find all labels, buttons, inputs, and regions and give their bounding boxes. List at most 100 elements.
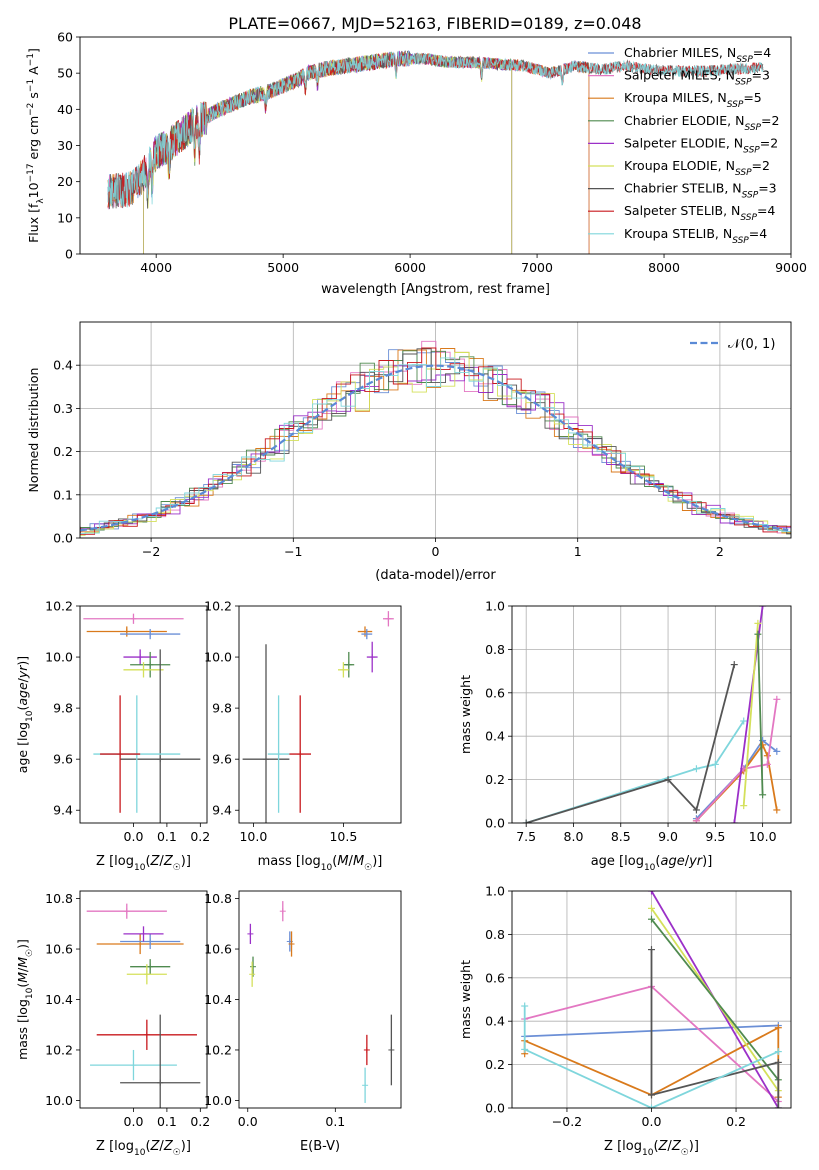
point-salpeter-elodie: [123, 926, 164, 942]
y-tick-label: 0.2: [485, 1057, 505, 1072]
x-axis-label: Z [log10(Z/Z☉)]: [96, 1139, 191, 1158]
spectrum-legend: Chabrier MILES, NSSP=4 Salpeter MILES, NS…: [588, 45, 779, 246]
spectrum-line-chabrier-miles: [107, 50, 590, 254]
y-tick-label: 0.6: [485, 685, 505, 700]
series-chabrier-stelib: [522, 661, 738, 823]
point-kroupa-miles: [357, 626, 373, 637]
y-tick-label: 0.8: [485, 642, 505, 657]
y-tick-label: 10.6: [204, 942, 232, 957]
point-salpeter-miles: [86, 903, 167, 919]
spectrum-line-kroupa-stelib: [107, 50, 764, 208]
series-line: [523, 1006, 779, 1108]
plot-area: [522, 606, 781, 823]
age-vs-mass-panel: 10.0 10.5 9.4 9.6 9.8 10.0 10.2 mass [log10(M/M…: [204, 599, 402, 873]
point-kroupa-miles: [86, 626, 167, 637]
y-tick-label: 1.0: [485, 599, 505, 614]
point-salpeter-elodie: [123, 649, 157, 665]
x-axis-label: wavelength [Angstrom, rest frame]: [321, 282, 550, 297]
y-tick-label: 0.4: [485, 729, 505, 744]
y-tick-label: 10.0: [45, 650, 73, 665]
legend-label: Kroupa STELIB, NSSP=4: [624, 226, 767, 246]
legend-label: Chabrier MILES, NSSP=4: [624, 45, 771, 65]
x-axis-label: age [log10(age/yr)]: [591, 854, 713, 873]
x-tick-label: 0.2: [190, 829, 210, 844]
x-tick-label: 0.2: [190, 1114, 210, 1129]
point-chabrier-miles: [120, 628, 181, 640]
y-tick-label: 0.2: [53, 444, 73, 459]
series-line: [742, 623, 759, 806]
y-tick-label: 10.0: [204, 1093, 232, 1108]
x-tick-label: 9.0: [658, 829, 678, 844]
point-chabrier-miles: [361, 628, 373, 640]
spectrum-line-salpeter-miles: [107, 50, 590, 254]
weight-vs-age-panel: 7.5 8.0 8.5 9.0 9.5 10.0 0.0 0.2 0.4 0.6 0.8 1.0 age…: [458, 599, 792, 873]
legend-label: Kroupa ELODIE, NSSP=2: [624, 158, 770, 178]
x-tick-label: 9000: [775, 260, 807, 275]
x-tick-label: 6000: [394, 260, 426, 275]
point-salpeter-miles: [279, 901, 286, 922]
x-tick-label: 0.0: [642, 1114, 662, 1129]
series-line: [695, 699, 778, 822]
mass-vs-metallicity-panel: 0.0 0.1 0.2 10.0 10.2 10.4 10.6 10.8 Z [log10(Z/…: [15, 890, 210, 1158]
x-tick-label: −1: [284, 544, 302, 559]
x-tick-label: −0.2: [552, 1114, 582, 1129]
series-line: [650, 949, 780, 1108]
y-tick-label: 1.0: [485, 884, 505, 899]
point-kroupa-elodie: [249, 961, 256, 987]
x-tick-label: 2: [716, 544, 724, 559]
y-tick-label: 60: [57, 30, 73, 45]
plot-area: [80, 340, 791, 536]
y-tick-label: 10.2: [204, 1042, 232, 1057]
point-kroupa-elodie: [338, 662, 349, 678]
x-tick-label: 10.0: [239, 829, 267, 844]
point-chabrier-miles: [120, 933, 181, 950]
plot-area: [107, 49, 764, 254]
axes-frame: [79, 321, 792, 539]
axes-frame: [511, 890, 792, 1109]
x-axis-label: (data-model)/error: [375, 568, 496, 583]
x-tick-label: 0.1: [157, 829, 177, 844]
weight-vs-metallicity-panel: −0.2 0.0 0.2 0.0 0.2 0.4 0.6 0.8 1.0 Z [log10(Z/Z…: [458, 884, 792, 1158]
x-tick-label: 0.0: [124, 829, 144, 844]
y-tick-label: 10.2: [45, 599, 73, 614]
axes-frame: [79, 890, 208, 1109]
plot-area: [83, 613, 201, 823]
y-tick-label: 10: [57, 210, 73, 225]
point-kroupa-stelib: [90, 1049, 177, 1081]
y-axis-label: mass [log10(M/M☉)]: [15, 939, 35, 1060]
x-axis-label: mass [log10(M/M☉)]: [258, 854, 383, 873]
y-tick-label: 10.4: [204, 992, 232, 1007]
age-vs-metallicity-panel: 0.0 0.1 0.2 9.4 9.6 9.8 10.0 10.2 Z [log10(Z/Z☉)…: [15, 599, 210, 874]
plot-area: [86, 903, 201, 1108]
residuals-panel: −2 −1 0 1 2 0.0 0.1 0.2 0.3 0.4 𝒩(0, 1) (data-model…: [26, 321, 792, 583]
legend-label: Salpeter MILES, NSSP=3: [624, 68, 770, 88]
y-tick-label: 10.8: [204, 891, 232, 906]
point-salpeter-stelib: [100, 695, 141, 813]
axes-frame: [511, 605, 792, 824]
x-tick-label: 7000: [521, 260, 553, 275]
y-tick-label: 10.2: [45, 1042, 73, 1057]
y-tick-label: 0.2: [485, 772, 505, 787]
point-kroupa-miles: [96, 933, 184, 955]
axes-frame: [79, 36, 792, 255]
x-tick-label: 10.0: [749, 829, 777, 844]
y-tick-label: 0.0: [485, 1101, 505, 1116]
point-chabrier-stelib: [120, 649, 201, 823]
y-tick-label: 0.3: [53, 401, 73, 416]
y-tick-label: 10.6: [45, 942, 73, 957]
axes-frame: [79, 605, 208, 824]
x-tick-label: 7.5: [516, 829, 536, 844]
point-chabrier-stelib: [388, 1014, 395, 1086]
x-tick-label: 0.1: [157, 1114, 177, 1129]
x-tick-label: 0.1: [325, 1114, 345, 1129]
point-chabrier-elodie: [130, 959, 171, 975]
point-chabrier-elodie: [250, 956, 257, 977]
series-line: [525, 664, 736, 823]
x-tick-label: 8.5: [611, 829, 631, 844]
point-salpeter-stelib: [289, 695, 311, 813]
legend-label: Salpeter ELODIE, NSSP=2: [624, 135, 778, 155]
series-line: [650, 918, 780, 1081]
figure-title: PLATE=0667, MJD=52163, FIBERID=0189, z=0…: [228, 14, 641, 33]
point-chabrier-elodie: [343, 651, 355, 678]
y-axis-label: age [log10(age/yr)]: [15, 656, 35, 773]
